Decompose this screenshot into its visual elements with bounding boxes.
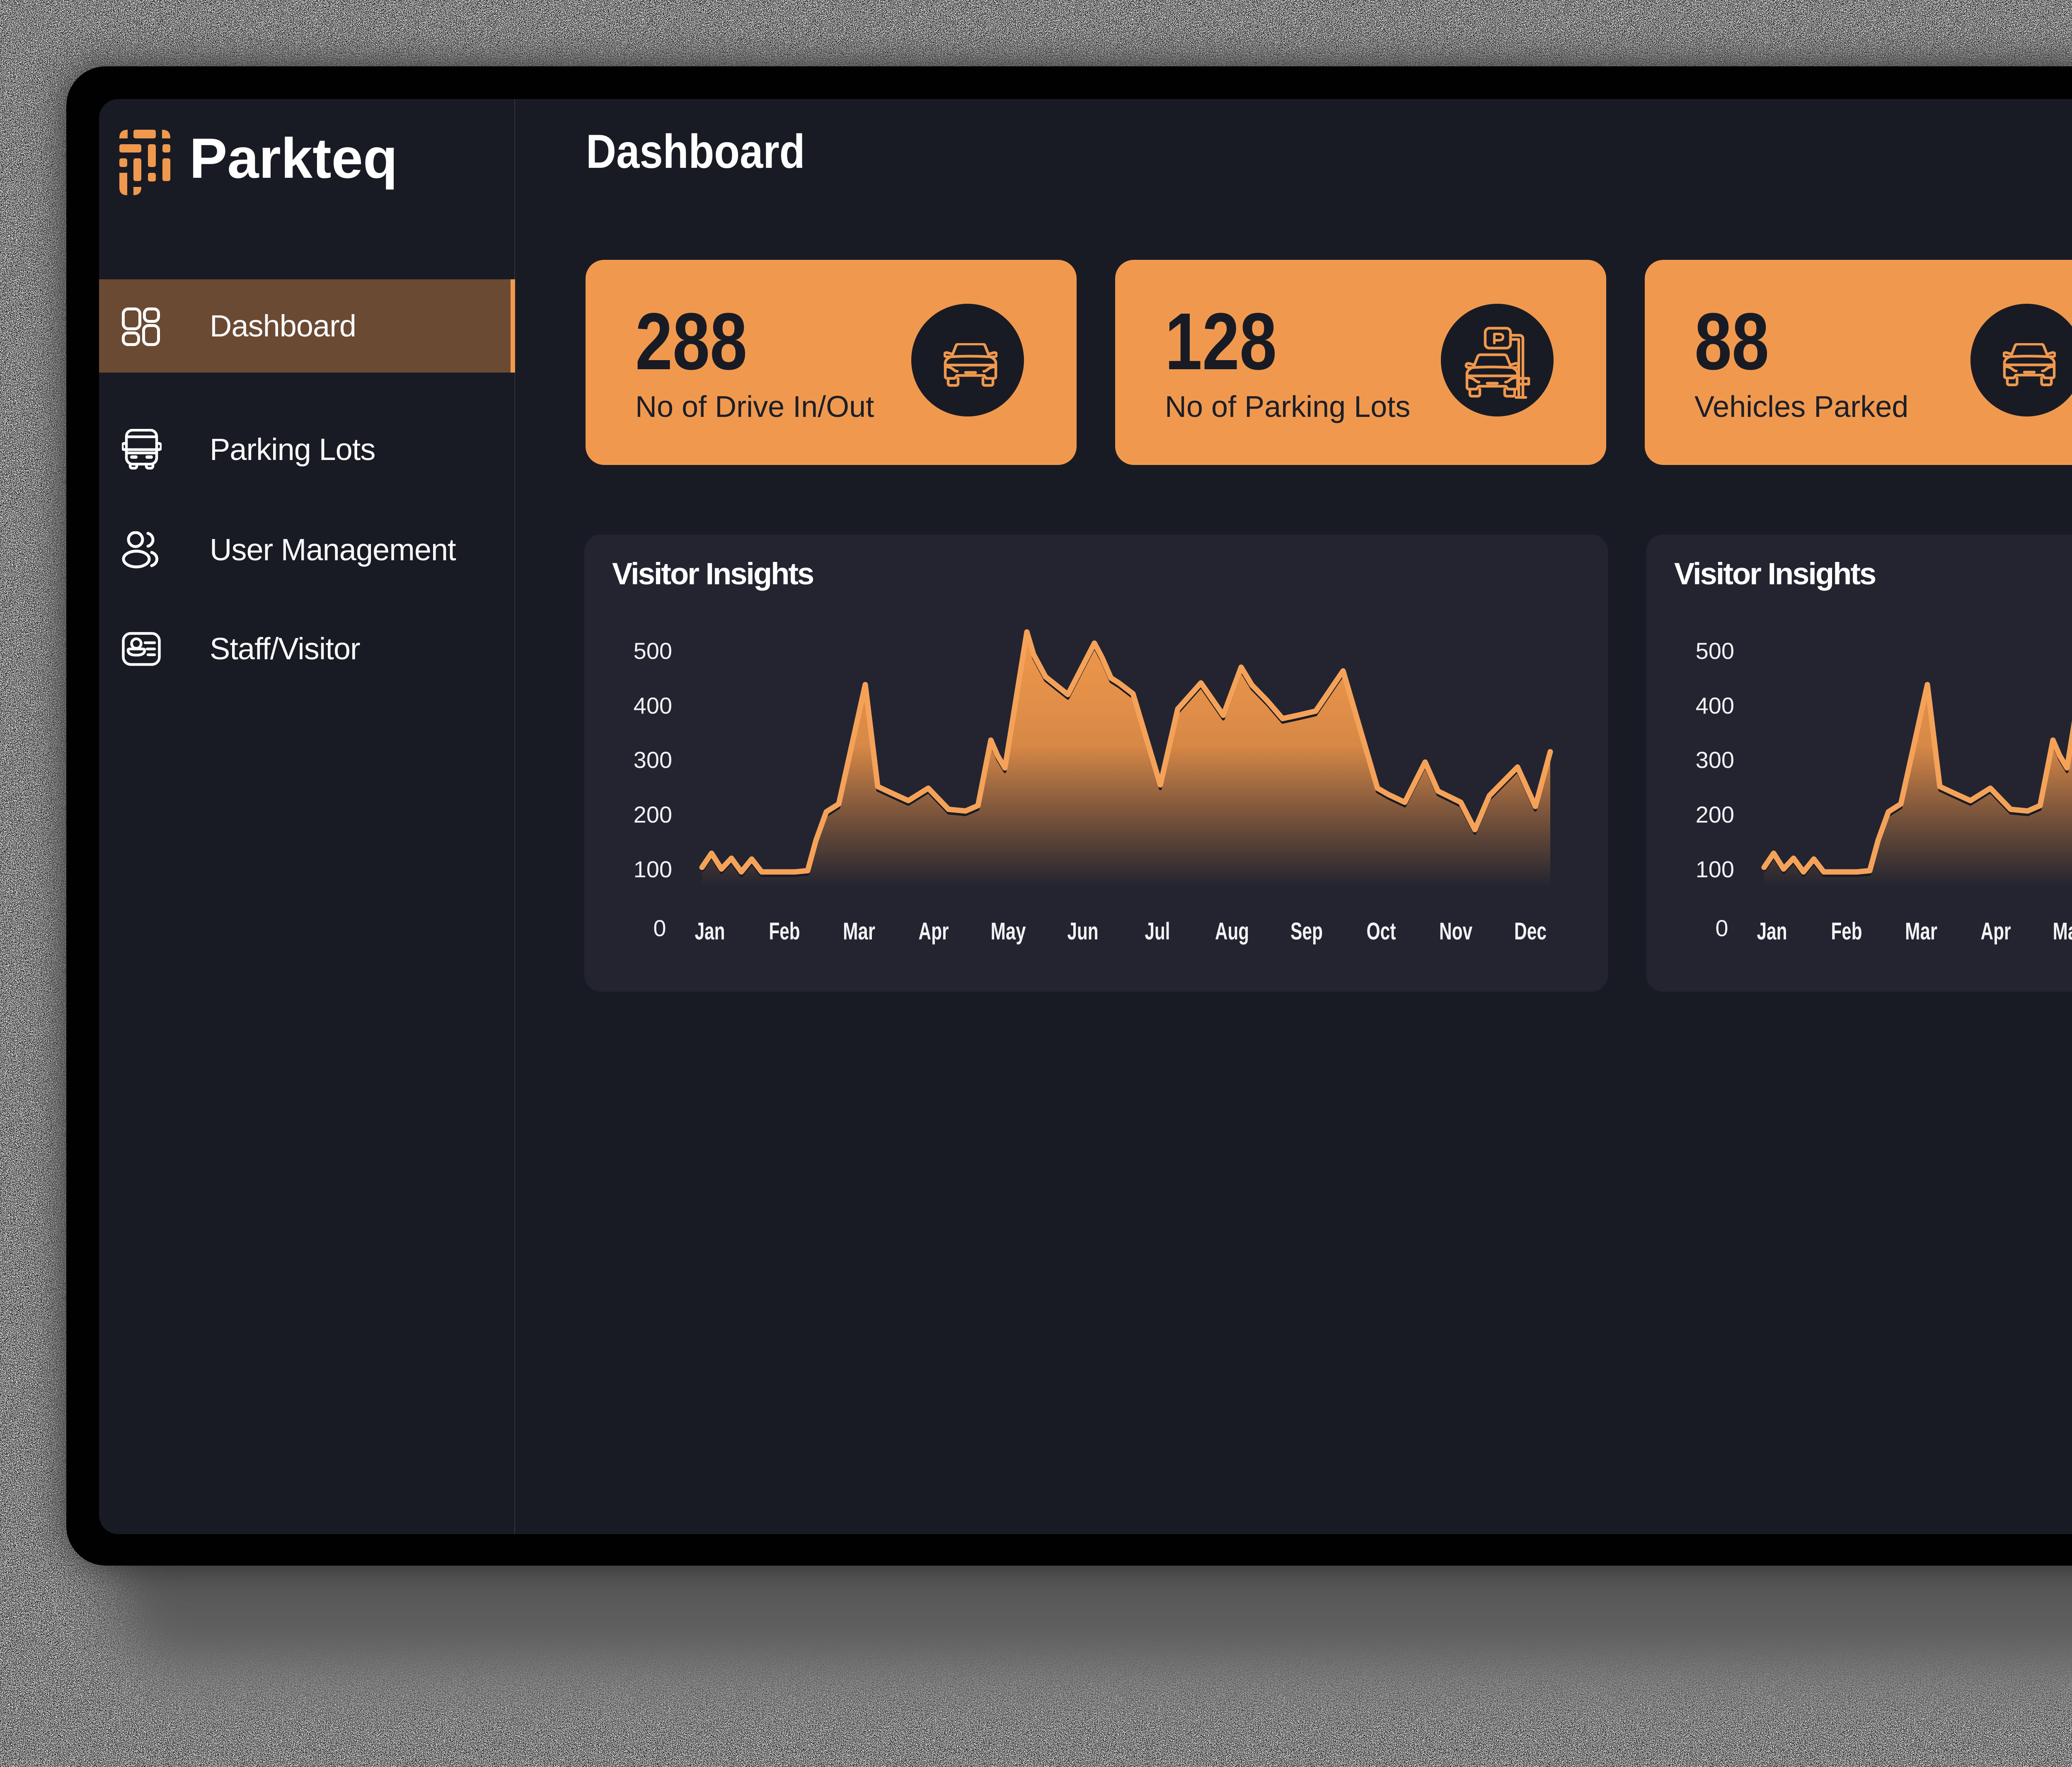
svg-text:Jan: Jan	[695, 918, 725, 945]
svg-text:Jan: Jan	[1757, 918, 1787, 945]
svg-text:Nov: Nov	[1439, 918, 1472, 945]
svg-text:300: 300	[1696, 747, 1734, 773]
svg-text:Jul: Jul	[1145, 918, 1170, 945]
svg-text:400: 400	[634, 692, 672, 719]
svg-text:Mar: Mar	[1905, 918, 1937, 945]
svg-text:500: 500	[634, 638, 672, 664]
svg-text:Jun: Jun	[1067, 918, 1099, 945]
svg-text:May: May	[2053, 918, 2072, 945]
svg-text:Apr: Apr	[1981, 918, 2011, 945]
svg-text:Mar: Mar	[843, 918, 875, 945]
svg-text:400: 400	[1696, 692, 1734, 719]
svg-text:May: May	[991, 918, 1026, 945]
svg-text:0: 0	[653, 915, 666, 941]
svg-text:Sep: Sep	[1290, 918, 1323, 945]
svg-text:500: 500	[1696, 638, 1734, 664]
svg-text:300: 300	[634, 747, 672, 773]
svg-text:Aug: Aug	[1215, 918, 1249, 945]
svg-text:100: 100	[634, 856, 672, 882]
svg-text:100: 100	[1696, 856, 1734, 882]
svg-text:Feb: Feb	[769, 918, 800, 945]
svg-text:200: 200	[634, 801, 672, 828]
svg-text:0: 0	[1715, 915, 1728, 941]
svg-text:200: 200	[1696, 801, 1734, 828]
svg-text:Oct: Oct	[1367, 918, 1396, 945]
svg-text:Apr: Apr	[919, 918, 949, 945]
svg-text:Dec: Dec	[1514, 918, 1547, 945]
svg-text:Feb: Feb	[1831, 918, 1862, 945]
